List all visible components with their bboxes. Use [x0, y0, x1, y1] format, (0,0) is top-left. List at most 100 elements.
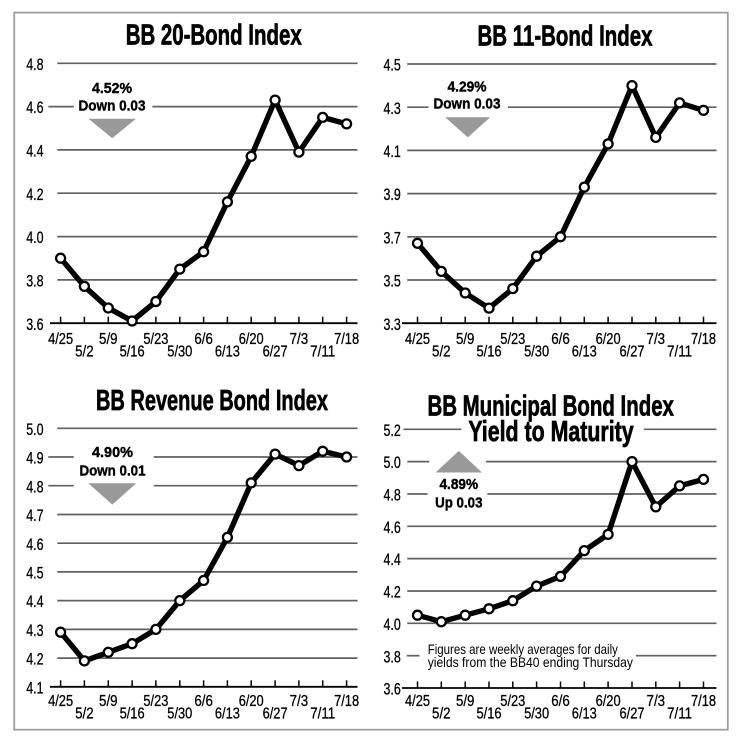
- svg-text:5/30: 5/30: [524, 343, 549, 360]
- svg-text:6/27: 6/27: [263, 343, 288, 360]
- svg-text:4.3: 4.3: [26, 622, 43, 640]
- svg-text:3.3: 3.3: [384, 316, 401, 334]
- svg-text:7/3: 7/3: [290, 331, 309, 348]
- svg-text:4/25: 4/25: [405, 331, 430, 348]
- svg-text:6/20: 6/20: [239, 331, 264, 348]
- svg-text:3.6: 3.6: [384, 681, 401, 699]
- svg-text:3.5: 3.5: [384, 273, 401, 291]
- svg-text:3.6: 3.6: [26, 316, 43, 334]
- svg-text:7/11: 7/11: [310, 706, 335, 723]
- svg-text:4/25: 4/25: [405, 693, 430, 710]
- svg-text:6/6: 6/6: [194, 331, 213, 348]
- svg-text:5/16: 5/16: [120, 706, 145, 723]
- svg-text:4.4: 4.4: [384, 551, 401, 569]
- svg-text:3.7: 3.7: [384, 229, 401, 247]
- svg-text:5/9: 5/9: [99, 331, 118, 348]
- svg-text:4.89%: 4.89%: [439, 476, 478, 493]
- svg-text:4.4: 4.4: [26, 143, 43, 161]
- svg-text:Yield to Maturity: Yield to Maturity: [468, 416, 633, 448]
- svg-text:7/11: 7/11: [667, 343, 692, 360]
- svg-text:6/27: 6/27: [263, 706, 288, 723]
- svg-text:5/16: 5/16: [477, 706, 502, 723]
- svg-text:4.8: 4.8: [26, 56, 43, 74]
- svg-text:4.6: 4.6: [26, 536, 43, 554]
- svg-text:Down 0.03: Down 0.03: [79, 97, 146, 114]
- svg-text:4.5: 4.5: [26, 565, 43, 583]
- svg-text:6/6: 6/6: [551, 693, 570, 710]
- svg-text:7/18: 7/18: [334, 693, 359, 710]
- svg-text:4.3: 4.3: [384, 100, 401, 118]
- svg-text:6/13: 6/13: [572, 343, 597, 360]
- svg-text:Down 0.03: Down 0.03: [434, 95, 501, 112]
- svg-text:4.7: 4.7: [26, 507, 43, 525]
- svg-text:6/6: 6/6: [551, 331, 570, 348]
- svg-text:BB 11-Bond Index: BB 11-Bond Index: [478, 21, 653, 53]
- svg-text:6/27: 6/27: [620, 706, 645, 723]
- svg-text:7/3: 7/3: [290, 693, 309, 710]
- svg-text:6/13: 6/13: [572, 706, 597, 723]
- svg-text:5/16: 5/16: [477, 343, 502, 360]
- svg-text:4.6: 4.6: [384, 519, 401, 537]
- svg-text:6/6: 6/6: [194, 693, 213, 710]
- svg-text:4.2: 4.2: [384, 584, 401, 602]
- svg-text:5/16: 5/16: [120, 343, 145, 360]
- svg-text:5.2: 5.2: [384, 422, 401, 440]
- svg-text:3.8: 3.8: [384, 648, 401, 666]
- svg-text:6/20: 6/20: [239, 693, 264, 710]
- svg-text:5/23: 5/23: [143, 693, 168, 710]
- svg-text:5/30: 5/30: [167, 343, 192, 360]
- svg-text:5/2: 5/2: [75, 706, 94, 723]
- svg-text:Figures are weekly averages fo: Figures are weekly averages for daily: [428, 641, 618, 657]
- svg-text:4.6: 4.6: [26, 99, 43, 117]
- svg-text:7/18: 7/18: [334, 331, 359, 348]
- svg-text:BB Revenue Bond Index: BB Revenue Bond Index: [96, 385, 328, 417]
- svg-text:4.52%: 4.52%: [92, 80, 132, 97]
- svg-text:BB Municipal Bond Index: BB Municipal Bond Index: [427, 391, 674, 423]
- svg-text:4.1: 4.1: [26, 679, 43, 697]
- svg-text:BB 20-Bond Index: BB 20-Bond Index: [126, 20, 302, 52]
- svg-text:5/2: 5/2: [432, 706, 451, 723]
- svg-text:Down 0.01: Down 0.01: [80, 463, 146, 480]
- svg-text:7/18: 7/18: [691, 693, 716, 710]
- svg-text:6/27: 6/27: [620, 343, 645, 360]
- svg-text:4.90%: 4.90%: [92, 444, 133, 461]
- svg-text:5/9: 5/9: [99, 693, 118, 710]
- svg-text:4.29%: 4.29%: [448, 79, 487, 96]
- svg-text:4.2: 4.2: [26, 186, 43, 204]
- svg-text:5.0: 5.0: [384, 454, 401, 472]
- svg-text:yields from the BB40 ending Th: yields from the BB40 ending Thursday: [428, 654, 633, 670]
- svg-text:4.1: 4.1: [384, 143, 401, 161]
- svg-text:4.2: 4.2: [26, 651, 43, 669]
- svg-text:5/9: 5/9: [456, 331, 475, 348]
- svg-text:Up 0.03: Up 0.03: [435, 495, 482, 512]
- svg-text:4.8: 4.8: [26, 478, 43, 496]
- svg-text:5/2: 5/2: [75, 343, 94, 360]
- svg-text:6/13: 6/13: [215, 343, 240, 360]
- svg-text:4/25: 4/25: [48, 693, 73, 710]
- svg-text:4.8: 4.8: [384, 487, 401, 505]
- svg-text:5/2: 5/2: [432, 343, 451, 360]
- svg-text:7/11: 7/11: [667, 706, 692, 723]
- svg-text:4/25: 4/25: [48, 331, 73, 348]
- svg-text:7/11: 7/11: [310, 343, 335, 360]
- svg-text:5/23: 5/23: [500, 331, 525, 348]
- svg-text:4.0: 4.0: [26, 229, 43, 247]
- svg-text:5/30: 5/30: [524, 706, 549, 723]
- svg-text:7/3: 7/3: [647, 331, 666, 348]
- svg-text:3.8: 3.8: [26, 273, 43, 291]
- svg-text:4.4: 4.4: [26, 593, 43, 611]
- svg-text:6/13: 6/13: [215, 706, 240, 723]
- svg-text:4.9: 4.9: [26, 450, 43, 468]
- svg-text:4.5: 4.5: [384, 57, 401, 75]
- svg-text:7/18: 7/18: [691, 331, 716, 348]
- svg-text:7/3: 7/3: [647, 693, 666, 710]
- svg-text:4.0: 4.0: [384, 616, 401, 634]
- svg-text:5.0: 5.0: [26, 421, 43, 439]
- svg-text:3.9: 3.9: [384, 186, 401, 204]
- svg-text:5/30: 5/30: [167, 706, 192, 723]
- svg-text:6/20: 6/20: [596, 693, 621, 710]
- svg-text:6/20: 6/20: [596, 331, 621, 348]
- svg-text:5/9: 5/9: [456, 693, 475, 710]
- svg-text:5/23: 5/23: [500, 693, 525, 710]
- svg-text:5/23: 5/23: [143, 331, 168, 348]
